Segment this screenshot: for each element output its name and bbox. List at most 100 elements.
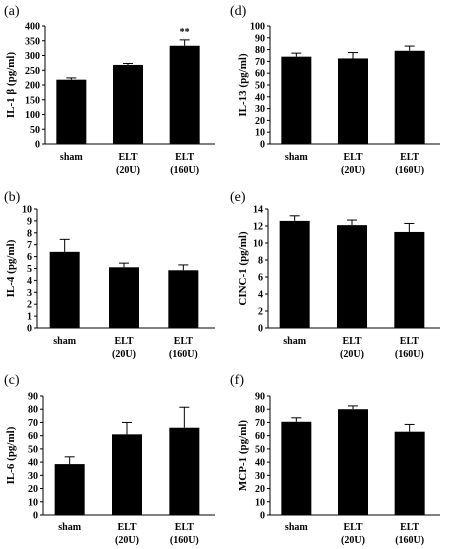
y-tick-label: 2 <box>258 307 263 318</box>
category-label: ELT <box>175 522 194 533</box>
bar <box>394 231 425 328</box>
y-tick-label: 30 <box>255 104 265 115</box>
y-tick-label: 4 <box>258 290 263 301</box>
y-tick-label: 80 <box>255 405 265 416</box>
bar <box>169 45 200 144</box>
y-tick-label: 300 <box>25 51 40 62</box>
y-tick-label: 10 <box>28 497 38 508</box>
y-tick-label: 3 <box>27 288 32 299</box>
y-tick-label: 10 <box>253 239 263 250</box>
y-tick-label: 60 <box>255 69 265 80</box>
bar <box>168 270 199 328</box>
category-label: (160U) <box>395 535 424 546</box>
y-tick-label: 6 <box>27 252 32 263</box>
y-axis-title: IL-13 (pg/ml) <box>237 53 249 117</box>
y-tick-label: 0 <box>33 511 38 522</box>
y-tick-label: 0 <box>260 511 265 522</box>
bar <box>281 56 312 144</box>
category-label: ELT <box>118 152 137 163</box>
category-label: ELT <box>114 336 133 347</box>
category-label: (160U) <box>170 165 199 176</box>
chart-panel: (c) 0 10 20 30 40 50 60 70 80 90 IL-6 (pg/ml) sham EL… <box>4 373 215 546</box>
y-tick-label: 0 <box>27 324 32 335</box>
y-tick-label: 50 <box>255 81 265 92</box>
y-tick-label: 2 <box>27 300 32 311</box>
chart-panel: (f) 0 10 20 30 40 50 60 70 80 90 MCP-1 (pg/ml) sham E… <box>230 373 440 546</box>
y-tick-label: 90 <box>255 392 265 403</box>
y-tick-label: 40 <box>28 458 38 469</box>
category-label: ELT <box>400 336 419 347</box>
y-tick-label: 60 <box>28 431 38 442</box>
y-tick-label: 350 <box>25 36 40 47</box>
y-tick-label: 90 <box>255 33 265 44</box>
y-tick-label: 1 <box>27 312 32 323</box>
y-tick-label: 50 <box>28 444 38 455</box>
category-label: ELT <box>175 152 194 163</box>
category-label: (20U) <box>116 165 140 176</box>
bar <box>56 79 87 144</box>
y-tick-label: 80 <box>28 405 38 416</box>
bar <box>112 434 142 515</box>
category-label: ELT <box>400 152 419 163</box>
y-tick-label: 150 <box>25 95 40 106</box>
y-tick-label: 100 <box>250 22 265 33</box>
y-tick-label: 30 <box>28 471 38 482</box>
bar <box>394 431 425 515</box>
category-label: (160U) <box>170 535 199 546</box>
y-tick-label: 40 <box>255 92 265 103</box>
y-axis-title: IL-1 β (pg/ml) <box>5 52 17 119</box>
y-tick-label: 250 <box>25 66 40 77</box>
bar <box>49 251 80 328</box>
chart-panel: (e) 0 2 4 6 8 10 12 14 CINC-1 (pg/ml) sham ELT (20U)… <box>230 190 440 360</box>
category-label: sham <box>285 152 308 163</box>
y-tick-label: 70 <box>255 57 265 68</box>
y-tick-label: 80 <box>255 45 265 56</box>
y-tick-label: 0 <box>260 140 265 151</box>
category-label: sham <box>285 522 308 533</box>
y-tick-label: 100 <box>25 110 40 121</box>
category-label: ELT <box>400 522 419 533</box>
y-tick-label: 20 <box>255 484 265 495</box>
category-label: sham <box>60 152 83 163</box>
y-tick-label: 20 <box>28 484 38 495</box>
category-label: (160U) <box>395 349 424 360</box>
bar <box>281 421 312 515</box>
y-tick-label: 0 <box>35 140 40 151</box>
bar <box>394 50 425 144</box>
bar <box>337 225 367 328</box>
y-tick-label: 10 <box>255 497 265 508</box>
category-label: (20U) <box>341 165 365 176</box>
y-tick-label: 12 <box>253 222 263 233</box>
panel-label: (c) <box>4 373 20 388</box>
category-label: (160U) <box>169 349 198 360</box>
panel-label: (f) <box>230 373 244 388</box>
y-tick-label: 5 <box>27 264 32 275</box>
chart-panel: (a) 0 50 100 150 200 250 300 350 400 IL-1 β (pg/ml… <box>4 4 215 176</box>
y-tick-label: 50 <box>255 444 265 455</box>
y-tick-label: 200 <box>25 81 40 92</box>
category-label: ELT <box>343 152 362 163</box>
category-label: sham <box>58 522 81 533</box>
y-tick-label: 400 <box>25 22 40 33</box>
y-tick-label: 7 <box>27 240 32 251</box>
y-tick-label: 6 <box>258 273 263 284</box>
panel-label: (d) <box>230 4 247 19</box>
y-tick-label: 0 <box>258 324 263 335</box>
y-tick-label: 4 <box>27 276 32 287</box>
y-tick-label: 50 <box>30 125 40 136</box>
bar <box>338 409 368 515</box>
y-tick-label: 20 <box>255 116 265 127</box>
bar <box>338 58 368 145</box>
y-tick-label: 30 <box>255 471 265 482</box>
y-tick-label: 10 <box>22 205 32 216</box>
bar <box>113 64 143 144</box>
y-tick-label: 8 <box>27 228 32 239</box>
panel-label: (a) <box>4 4 20 19</box>
y-axis-title: IL-6 (pg/ml) <box>5 426 17 484</box>
category-label: ELT <box>342 336 361 347</box>
category-label: ELT <box>117 522 136 533</box>
category-label: ELT <box>343 522 362 533</box>
